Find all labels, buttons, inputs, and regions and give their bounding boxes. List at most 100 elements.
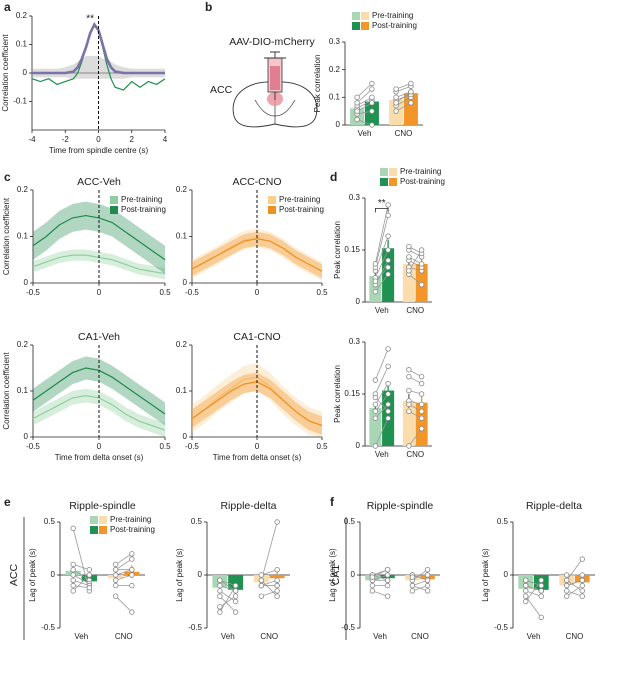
paired-line bbox=[219, 579, 236, 586]
data-point bbox=[418, 425, 425, 432]
paired-line bbox=[115, 569, 132, 576]
data-point bbox=[385, 408, 391, 415]
paired-line bbox=[566, 558, 583, 581]
y-axis-label: Lag of peak (s) bbox=[328, 548, 337, 602]
x-axis-label: Time from delta onset (s) bbox=[55, 453, 144, 462]
paired-line bbox=[408, 428, 422, 447]
data-point bbox=[369, 574, 376, 580]
paired-line bbox=[566, 585, 583, 597]
paired-line bbox=[219, 585, 236, 613]
x-tick-label: Veh bbox=[375, 306, 389, 315]
chart-title: Ripple-spindle bbox=[69, 500, 136, 512]
panel-label: e bbox=[4, 495, 11, 509]
chart-title: CA1-CNO bbox=[233, 331, 280, 343]
data-point bbox=[579, 582, 585, 589]
legend-swatch bbox=[389, 168, 397, 176]
data-point bbox=[274, 593, 280, 599]
x-axis-label: Time from spindle centre (s) bbox=[49, 146, 149, 155]
legend-swatch bbox=[361, 22, 369, 30]
x-tick-label: 0 bbox=[96, 135, 101, 144]
data-point bbox=[369, 94, 375, 101]
x-tick-label: Veh bbox=[74, 632, 88, 641]
paired-line bbox=[408, 273, 422, 285]
data-point bbox=[418, 408, 425, 415]
paired-line bbox=[375, 383, 389, 405]
paired-line bbox=[73, 585, 90, 589]
data-point bbox=[406, 243, 412, 250]
x-tick-label: CNO bbox=[406, 450, 424, 459]
chart-title: Ripple-delta bbox=[526, 500, 582, 512]
x-tick-label: 0.5 bbox=[159, 288, 171, 297]
data-point bbox=[372, 394, 379, 401]
data-point bbox=[258, 577, 265, 583]
data-point bbox=[523, 598, 529, 605]
y-tick-label: 0.1 bbox=[329, 92, 341, 101]
data-point bbox=[385, 264, 391, 271]
x-tick-label: 2 bbox=[130, 135, 135, 144]
y-tick-label: 0 bbox=[183, 278, 188, 287]
chart-title: Ripple-delta bbox=[220, 500, 276, 512]
x-tick-label: -4 bbox=[28, 135, 36, 144]
paired-line bbox=[374, 215, 389, 268]
data-point bbox=[354, 116, 360, 123]
y-axis-label: Correlation coefficient bbox=[2, 352, 11, 430]
data-point bbox=[418, 380, 425, 387]
syringe-parts bbox=[264, 51, 286, 100]
data-point bbox=[369, 86, 375, 92]
syringe-fluid bbox=[270, 66, 280, 90]
data-point bbox=[372, 443, 379, 449]
y-tick-label: -0.5 bbox=[494, 623, 508, 632]
data-point bbox=[369, 100, 375, 106]
paired-line bbox=[525, 595, 542, 618]
data-point bbox=[418, 247, 425, 253]
chart-title: ACC-CNO bbox=[233, 176, 282, 188]
legend-label: Pre-training bbox=[372, 11, 413, 20]
y-axis-label: Lag of peak (s) bbox=[481, 548, 490, 602]
data-point bbox=[258, 572, 265, 578]
y-tick-label: 0.3 bbox=[349, 193, 361, 202]
x-tick-label: 0 bbox=[255, 288, 260, 297]
data-point bbox=[372, 408, 379, 415]
data-point bbox=[354, 100, 360, 106]
paired-line bbox=[395, 96, 412, 106]
paired-line bbox=[115, 574, 132, 581]
data-point bbox=[129, 551, 135, 557]
data-point bbox=[385, 212, 391, 219]
paired-line bbox=[525, 580, 542, 602]
data-point bbox=[538, 588, 544, 594]
data-point bbox=[418, 281, 425, 288]
data-point bbox=[385, 401, 391, 408]
legend-swatch bbox=[110, 196, 118, 204]
data-point bbox=[384, 567, 391, 573]
data-point bbox=[385, 346, 391, 352]
data-point bbox=[232, 609, 239, 615]
paired-line bbox=[566, 579, 583, 586]
y-axis-label: Correlation coefficient bbox=[1, 34, 10, 112]
data-point bbox=[70, 588, 76, 594]
region-label: ACC bbox=[210, 84, 233, 96]
y-tick-label: 0.1 bbox=[17, 386, 29, 395]
data-point bbox=[112, 572, 119, 578]
x-tick-label: Veh bbox=[373, 632, 387, 641]
paired-line bbox=[261, 579, 278, 586]
data-point bbox=[579, 577, 585, 583]
data-point bbox=[129, 572, 135, 578]
x-tick-label: CNO bbox=[411, 632, 429, 641]
paired-line bbox=[566, 590, 583, 597]
data-point bbox=[385, 271, 391, 277]
paired-line bbox=[219, 590, 236, 602]
y-tick-label: 0.1 bbox=[17, 232, 29, 241]
paired-line bbox=[375, 274, 389, 292]
x-tick-label: -0.5 bbox=[26, 288, 40, 297]
panel-label: c bbox=[4, 170, 11, 184]
data-point bbox=[408, 100, 414, 106]
legend-label: Post-training bbox=[121, 205, 166, 214]
legend-label: Pre-training bbox=[400, 167, 441, 176]
paired-line bbox=[219, 595, 236, 608]
y-tick-label: 0 bbox=[356, 441, 361, 450]
data-point bbox=[217, 577, 223, 583]
y-tick-label: 0.5 bbox=[344, 517, 356, 526]
paired-line bbox=[375, 418, 389, 447]
data-point bbox=[385, 257, 391, 264]
